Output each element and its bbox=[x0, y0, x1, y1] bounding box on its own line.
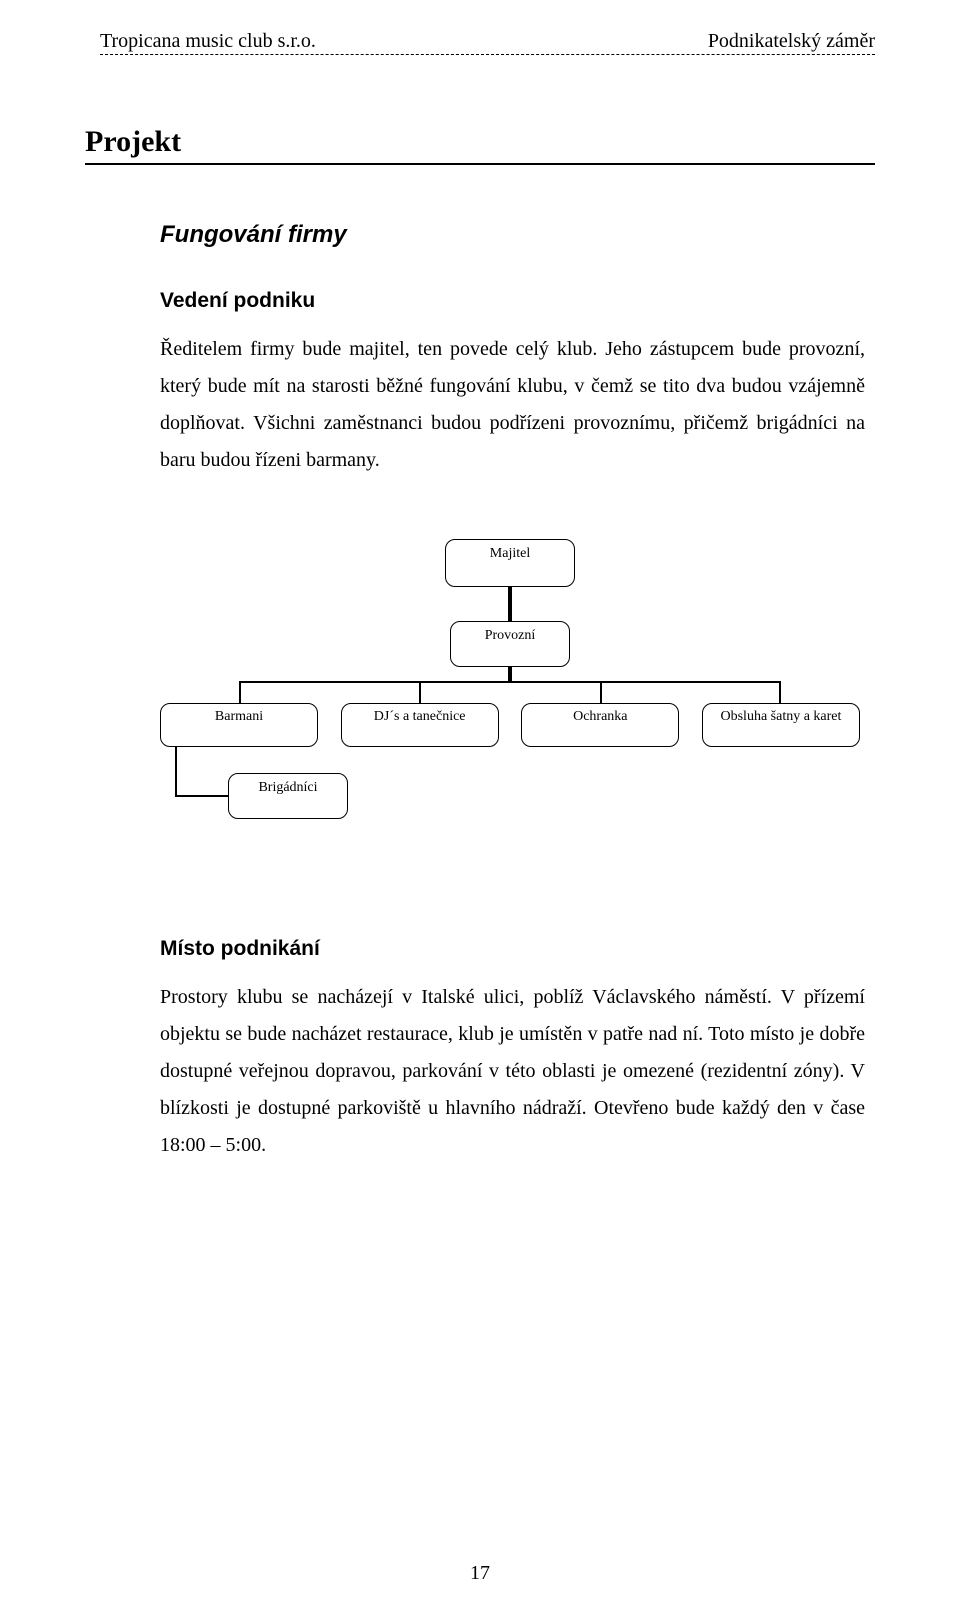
org-node-leaf: Barmani bbox=[160, 703, 318, 747]
org-node-leaf: Ochranka bbox=[521, 703, 679, 747]
heading-vedeni: Vedení podniku bbox=[160, 289, 865, 313]
org-connector bbox=[419, 681, 421, 703]
org-chart: Majitel Provozní Barmani DJ´s a tanečnic… bbox=[160, 539, 860, 857]
header-right: Podnikatelský záměr bbox=[708, 30, 875, 52]
header-left: Tropicana music club s.r.o. bbox=[100, 30, 316, 52]
org-node-root: Majitel bbox=[445, 539, 575, 587]
org-connector bbox=[175, 795, 229, 797]
org-connector bbox=[508, 607, 512, 621]
org-row-leaves: Barmani DJ´s a tanečnice Ochranka Obsluh… bbox=[160, 703, 860, 747]
org-connector bbox=[600, 681, 602, 703]
org-connector bbox=[779, 681, 781, 703]
org-connector bbox=[508, 667, 512, 681]
heading-fungovani: Fungování firmy bbox=[160, 221, 865, 249]
paragraph-misto: Prostory klubu se nacházejí v Italské ul… bbox=[160, 979, 865, 1164]
header-rule bbox=[100, 54, 875, 55]
org-connector bbox=[239, 681, 241, 703]
content-block: Fungování firmy Vedení podniku Ředitelem… bbox=[160, 221, 865, 1164]
document-page: Tropicana music club s.r.o. Podnikatelsk… bbox=[0, 0, 960, 1613]
paragraph-vedeni: Ředitelem firmy bude majitel, ten povede… bbox=[160, 331, 865, 479]
org-node-mid: Provozní bbox=[450, 621, 570, 667]
org-connector bbox=[508, 587, 512, 607]
org-subtree: Brigádníci bbox=[160, 747, 860, 857]
org-bus bbox=[160, 681, 860, 703]
section-title: Projekt bbox=[85, 125, 875, 159]
org-node-leaf: Obsluha šatny a karet bbox=[702, 703, 860, 747]
org-connector bbox=[175, 747, 177, 795]
section-rule bbox=[85, 163, 875, 165]
heading-misto: Místo podnikání bbox=[160, 937, 865, 961]
running-header: Tropicana music club s.r.o. Podnikatelsk… bbox=[100, 30, 875, 52]
org-node-leaf: DJ´s a tanečnice bbox=[341, 703, 499, 747]
page-number: 17 bbox=[0, 1562, 960, 1585]
org-node-subleaf: Brigádníci bbox=[228, 773, 348, 819]
